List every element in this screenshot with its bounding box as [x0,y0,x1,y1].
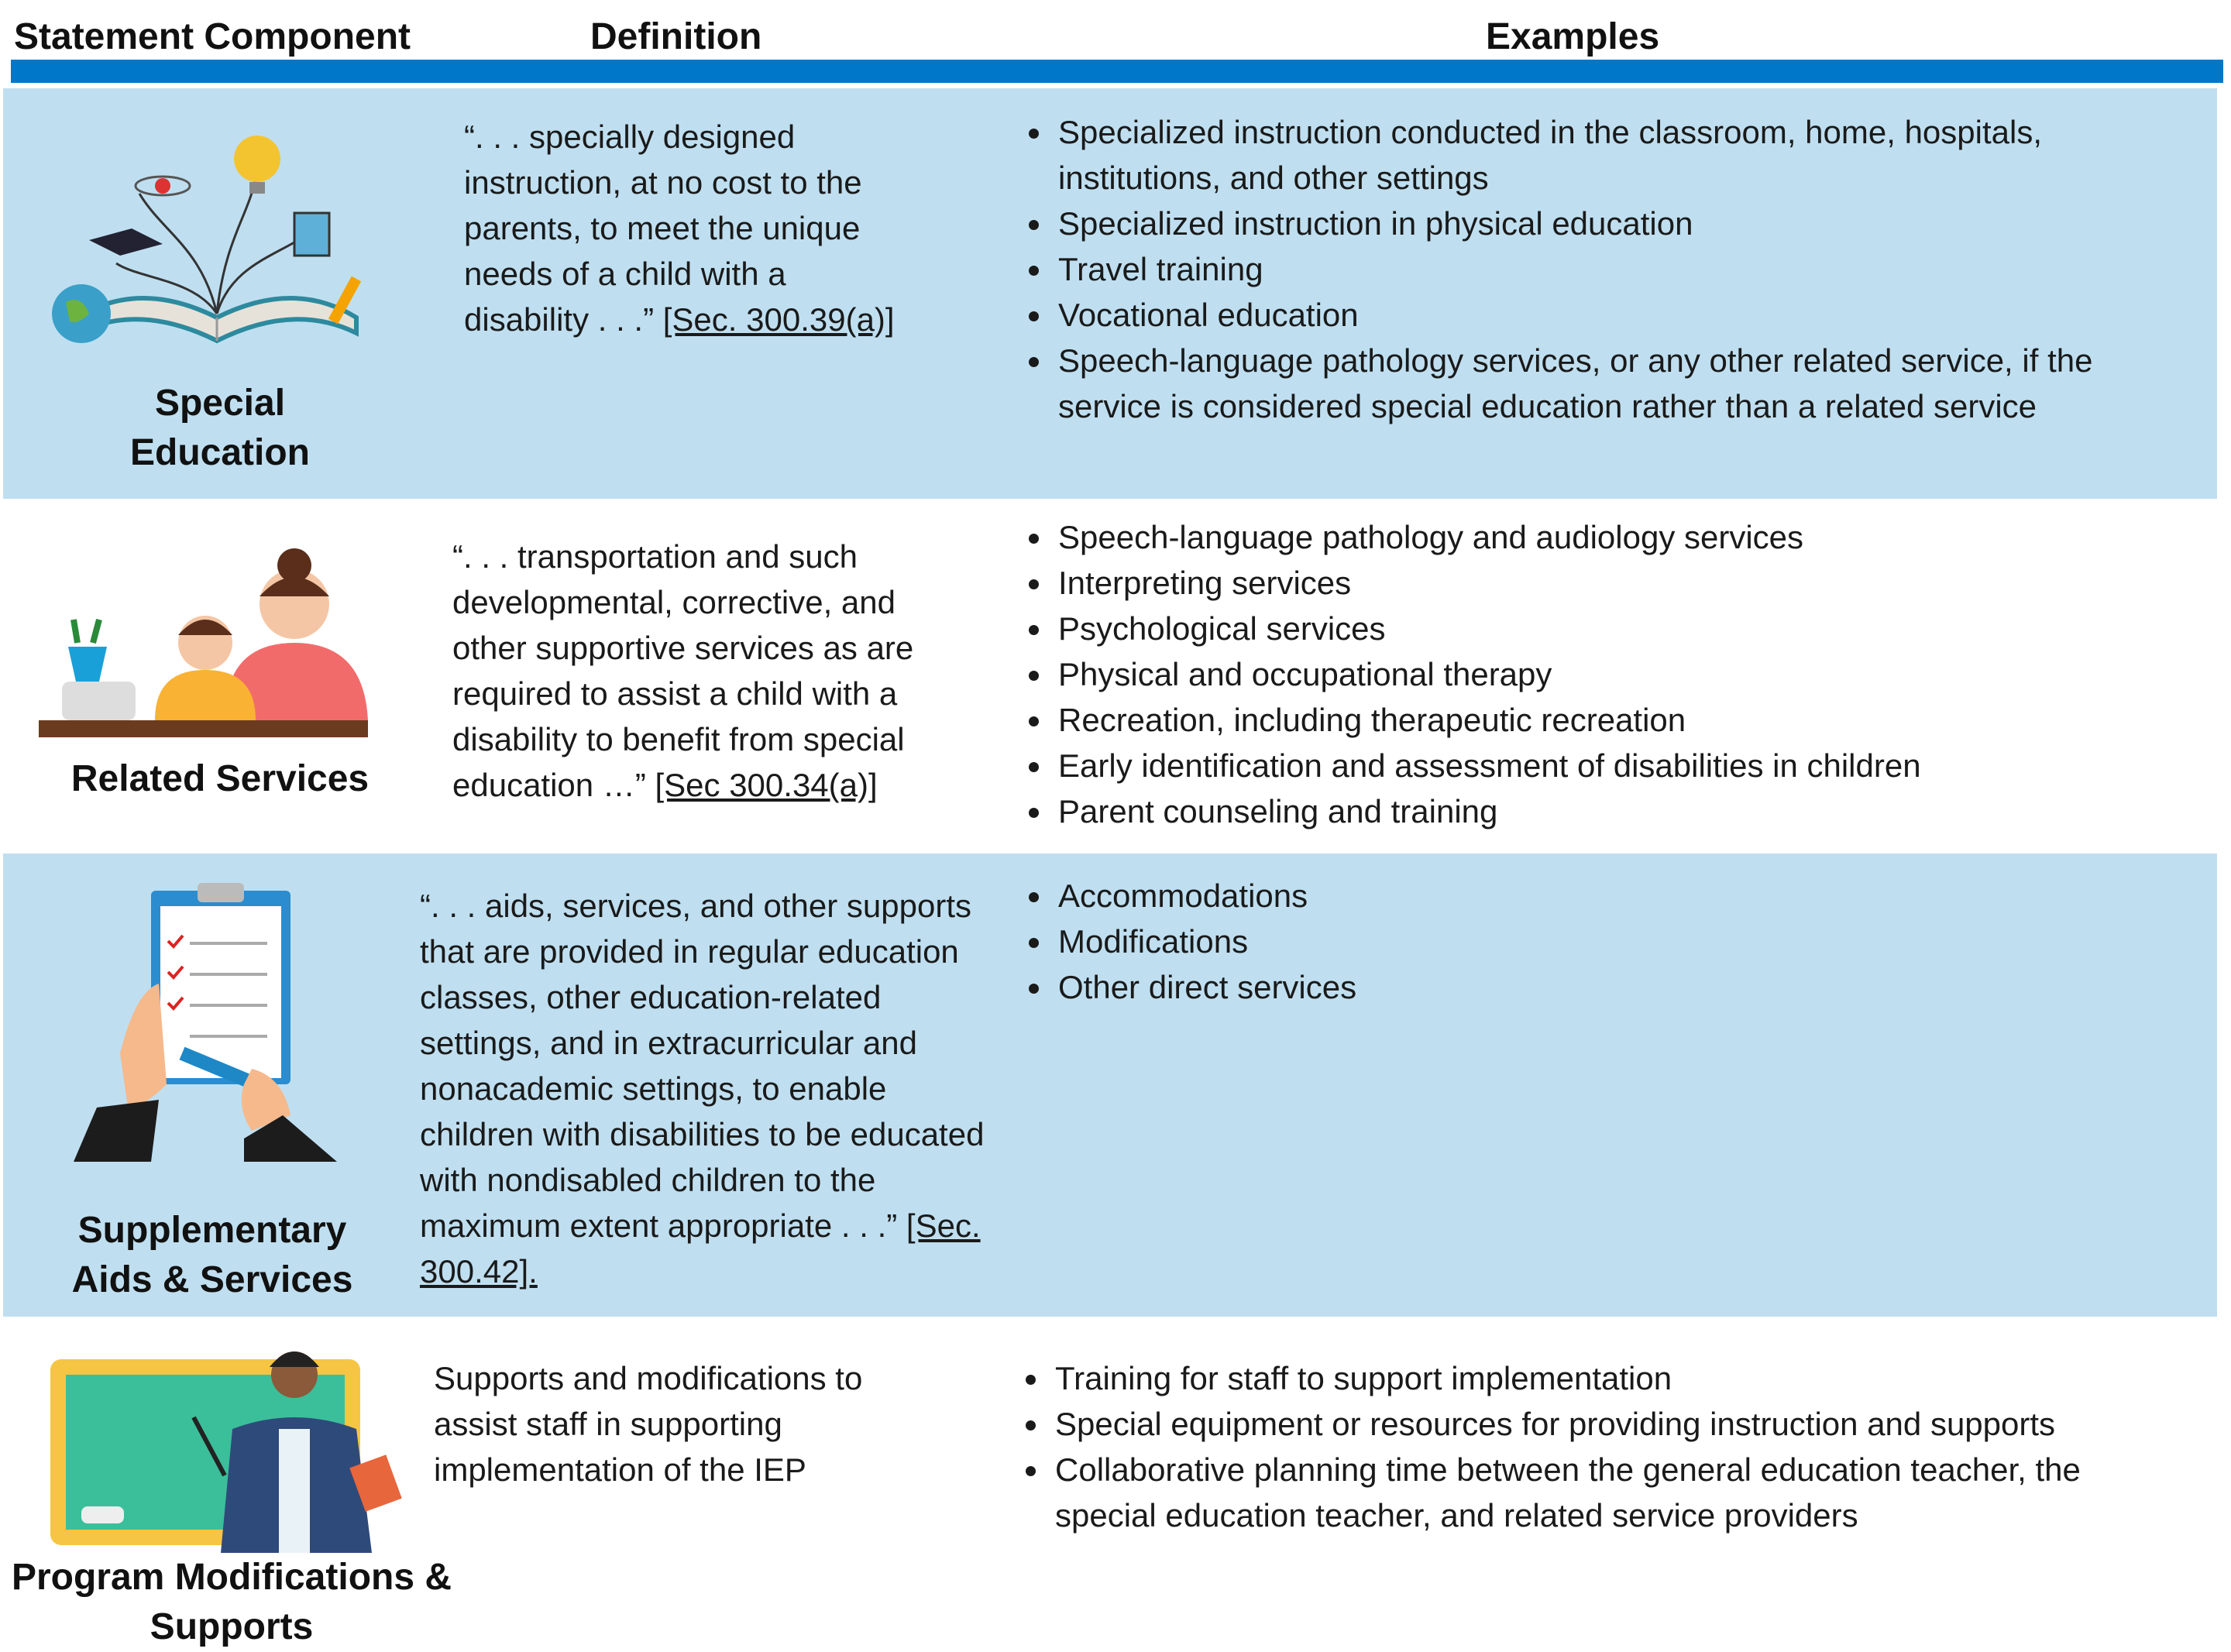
example-item: Specialized instruction in physical educ… [1054,201,2154,246]
definition: “. . . specially designed instruction, a… [464,114,898,342]
table-row: Supplementary Aids & Services “. . . aids… [3,853,2217,1317]
definition-text: Supports and modifications to assist sta… [434,1360,863,1488]
example-item: Parent counseling and training [1054,788,2154,834]
clipboard-icon [74,883,337,1162]
column-header: Statement Component [14,16,411,57]
definition-text: “. . . specially designed instruction, a… [464,118,862,338]
example-item: Speech-language pathology services, or a… [1054,338,2154,429]
tutoring-icon [39,548,368,737]
definition: Supports and modifications to assist sta… [434,1355,914,1492]
example-item: Specialized instruction conducted in the… [1054,109,2154,201]
table-row: Program Modifications & Supports Supports… [3,1317,2217,1649]
table-row: Related Services “. . . transportation an… [3,499,2217,853]
book-icon [52,136,362,344]
component-label: Program Modifications & Supports [11,1557,452,1647]
example-item: Vocational education [1054,292,2154,338]
definition-text: “. . . aids, services, and other support… [420,888,985,1244]
teacher-icon [50,1351,402,1553]
examples-list: AccommodationsModificationsOther direct … [1010,873,2154,1010]
citation-link: [Sec. 300.42]. [420,1207,981,1290]
examples-list: Speech-language pathology and audiology … [1010,514,2154,834]
header-bar [11,60,2223,83]
example-item: Travel training [1054,246,2154,292]
example-item: Psychological services [1054,606,2154,651]
example-item: Recreation, including therapeutic recrea… [1054,697,2154,743]
table-row: Special Education “. . . specially design… [3,88,2217,499]
examples-list: Specialized instruction conducted in the… [1010,109,2154,429]
example-item: Early identification and assessment of d… [1054,743,2154,788]
component-label: Special Education [129,383,310,473]
definition: “. . . transportation and such developme… [452,534,948,808]
definition-text: “. . . transportation and such developme… [452,538,914,803]
example-item: Physical and occupational therapy [1054,651,2154,697]
definition: “. . . aids, services, and other support… [420,883,1009,1294]
example-item: Special equipment or resources for provi… [1050,1401,2150,1447]
example-item: Speech-language pathology and audiology … [1054,514,2154,560]
component-label: Supplementary Aids & Services [71,1210,353,1300]
example-item: Other direct services [1054,964,2154,1010]
example-item: Modifications [1054,919,2154,964]
component-label: Related Services [70,758,370,799]
example-item: Training for staff to support implementa… [1050,1355,2150,1401]
examples-list: Training for staff to support implementa… [1007,1355,2150,1538]
citation-link: [Sec 300.34(a)] [655,767,878,803]
example-item: Interpreting services [1054,560,2154,606]
citation-link: [Sec. 300.39(a)] [662,301,895,338]
example-item: Collaborative planning time between the … [1050,1447,2150,1538]
column-header: Definition [590,16,762,57]
example-item: Accommodations [1054,873,2154,919]
column-header: Examples [1486,16,1660,57]
